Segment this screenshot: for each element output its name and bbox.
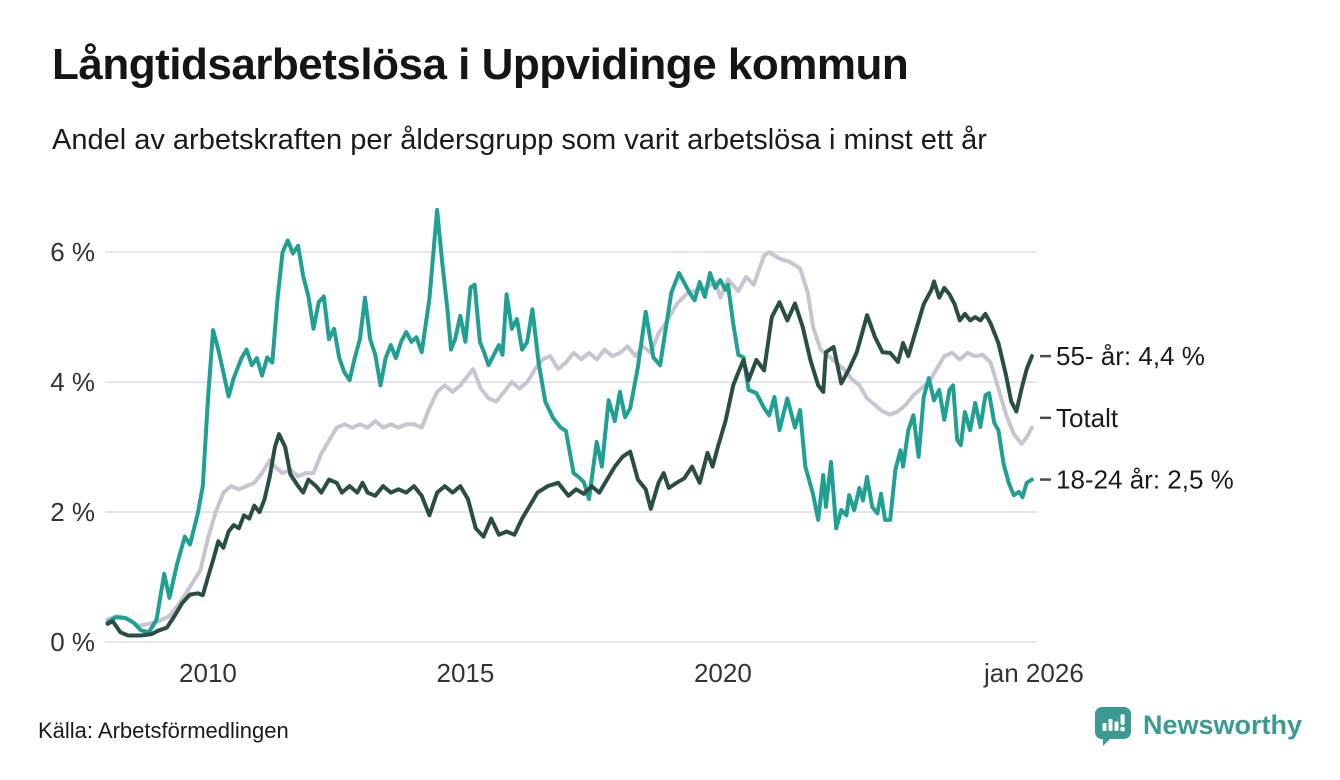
series-line-55-r [105, 279, 1034, 638]
y-tick-label: 4 % [50, 367, 95, 397]
y-tick-label: 6 % [50, 237, 95, 267]
series-end-label-totalt: Totalt [1056, 403, 1119, 433]
page-subtitle: Andel av arbetskraften per åldersgrupp s… [52, 124, 987, 156]
page-title: Långtidsarbetslösa i Uppvidinge kommun [52, 40, 909, 89]
x-tick-label: 2010 [179, 658, 237, 688]
line-chart: 0 % 2 % 4 % 6 % 2010 2015 2020 jan 2026 Totalt 18… [50, 207, 1234, 688]
x-tick-label: jan 2026 [983, 658, 1084, 688]
x-tick-label: 2020 [694, 658, 752, 688]
x-tick-label: 2015 [437, 658, 495, 688]
series-line-18-24-r [105, 207, 1034, 635]
y-tick-label: 0 % [50, 627, 95, 657]
series-end-label-18-24-r: 18-24 år: 2,5 % [1056, 465, 1234, 495]
newsworthy-icon [1094, 707, 1131, 746]
source-note: Källa: Arbetsförmedlingen [38, 718, 289, 743]
series-line-totalt [105, 250, 1034, 628]
y-tick-label: 2 % [50, 497, 95, 527]
series-end-label-55-r: 55- år: 4,4 % [1056, 341, 1205, 371]
brand-name: Newsworthy [1142, 709, 1302, 740]
brand-logo: Newsworthy [1092, 704, 1302, 746]
